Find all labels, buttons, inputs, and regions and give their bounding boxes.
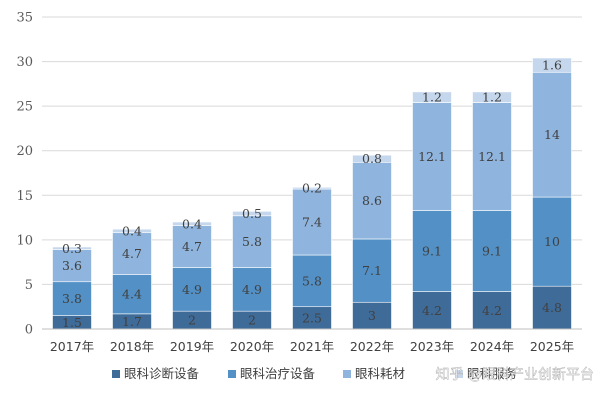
- data-label: 10: [544, 234, 560, 249]
- bar-segment: [232, 211, 272, 217]
- x-tick-label: 2021年: [290, 339, 334, 354]
- data-label: 0.2: [302, 181, 322, 196]
- data-label: 2: [248, 313, 256, 328]
- data-label: 4.8: [542, 300, 562, 315]
- x-axis-ticks: 2017年 2018年 2019年 2020年 2021年 2022年 2023年 2024年…: [50, 339, 574, 354]
- x-tick-label: 2020年: [230, 339, 274, 354]
- legend-label: 眼科耗材: [355, 366, 405, 381]
- data-label: 1.7: [122, 314, 142, 329]
- data-label: 7.1: [362, 263, 382, 278]
- legend-label: 眼科诊断设备: [124, 366, 200, 381]
- data-label: 4.2: [482, 303, 502, 318]
- bar-segment: [232, 215, 272, 268]
- x-tick-label: 2019年: [170, 339, 214, 354]
- y-tick-label: 25: [16, 100, 33, 115]
- data-label: 12.1: [418, 149, 446, 164]
- bar-segment: [112, 228, 152, 234]
- bar-segment: [532, 196, 572, 287]
- data-labels: 1.5 3.8 3.6 0.3 1.7 4.4 4.7 0.4 2 4.9 4.7 0.4 2 4.9 5.…: [62, 58, 562, 330]
- bar-segment: [352, 154, 392, 163]
- legend-swatch: [343, 370, 351, 378]
- bar-segment: [232, 267, 272, 312]
- legend-label: 眼科治疗设备: [240, 366, 316, 381]
- data-label: 3: [368, 308, 376, 323]
- bar-segment: [52, 246, 92, 250]
- data-label: 3.8: [62, 291, 82, 306]
- bar-segment: [292, 186, 332, 190]
- bar-segment: [412, 102, 452, 211]
- x-tick-label: 2023年: [410, 339, 454, 354]
- x-tick-label: 2022年: [350, 339, 394, 354]
- y-tick-label: 0: [25, 323, 33, 338]
- bar-segment: [292, 188, 332, 256]
- y-tick-label: 20: [16, 144, 33, 159]
- data-label: 0.4: [122, 223, 142, 238]
- bar-segment: [52, 249, 92, 283]
- legend-swatch: [228, 370, 236, 378]
- legend: 眼科诊断设备 眼科治疗设备 眼科耗材 眼科服务: [112, 366, 517, 381]
- y-tick-label: 10: [16, 233, 33, 248]
- x-tick-label: 2025年: [530, 339, 574, 354]
- bars: [52, 57, 572, 330]
- bar-segment: [472, 102, 512, 211]
- bar-segment: [532, 71, 572, 198]
- data-label: 0.8: [362, 151, 382, 166]
- data-label: 3.6: [62, 258, 82, 273]
- data-label: 1.5: [62, 315, 82, 330]
- y-tick-label: 30: [16, 55, 33, 70]
- bar-segment: [412, 291, 452, 330]
- bar-segment: [472, 91, 512, 103]
- data-label: 2: [188, 313, 196, 328]
- legend-label: 眼科服务: [467, 366, 517, 381]
- bar-segment: [112, 232, 152, 275]
- data-label: 5.8: [302, 273, 322, 288]
- data-label: 7.4: [302, 215, 322, 230]
- y-axis-ticks: 0 5 10 15 20 25 30 35: [16, 11, 33, 338]
- data-label: 0.5: [242, 206, 262, 221]
- data-label: 1.2: [422, 90, 442, 105]
- bar-segment: [472, 291, 512, 330]
- bar-segment: [412, 91, 452, 103]
- data-label: 2.5: [302, 310, 322, 325]
- data-label: 4.9: [242, 282, 262, 297]
- data-label: 4.4: [122, 287, 142, 302]
- bar-segment: [412, 210, 452, 292]
- bar-segment: [352, 301, 392, 330]
- bar-segment: [172, 267, 212, 312]
- y-tick-label: 5: [25, 278, 33, 293]
- data-label: 9.1: [422, 244, 442, 259]
- x-tick-label: 2024年: [470, 339, 514, 354]
- data-label: 0.4: [182, 216, 202, 231]
- legend-swatch: [455, 370, 463, 378]
- bar-segment: [472, 210, 512, 292]
- data-label: 4.7: [122, 246, 142, 261]
- bar-segment: [532, 57, 572, 73]
- x-tick-label: 2017年: [50, 339, 94, 354]
- data-label: 9.1: [482, 244, 502, 259]
- legend-swatch: [112, 370, 120, 378]
- y-tick-label: 15: [16, 189, 33, 204]
- bar-segment: [172, 221, 212, 226]
- data-label: 4.9: [182, 282, 202, 297]
- data-label: 14: [544, 127, 560, 142]
- watermark: 知乎 @眼科产业创新平台: [436, 366, 594, 383]
- data-label: 1.2: [482, 90, 502, 105]
- data-label: 4.2: [422, 303, 442, 318]
- data-label: 5.8: [242, 234, 262, 249]
- bar-segment: [532, 285, 572, 330]
- bar-segment: [292, 254, 332, 308]
- data-label: 4.7: [182, 239, 202, 254]
- bar-segment: [352, 238, 392, 303]
- data-label: 1.6: [542, 58, 562, 73]
- data-label: 0.3: [62, 241, 82, 256]
- bar-segment: [352, 162, 392, 240]
- y-tick-label: 35: [16, 11, 33, 26]
- data-label: 12.1: [478, 149, 506, 164]
- data-label: 8.6: [362, 193, 382, 208]
- x-tick-label: 2018年: [110, 339, 154, 354]
- bar-segment: [112, 274, 152, 315]
